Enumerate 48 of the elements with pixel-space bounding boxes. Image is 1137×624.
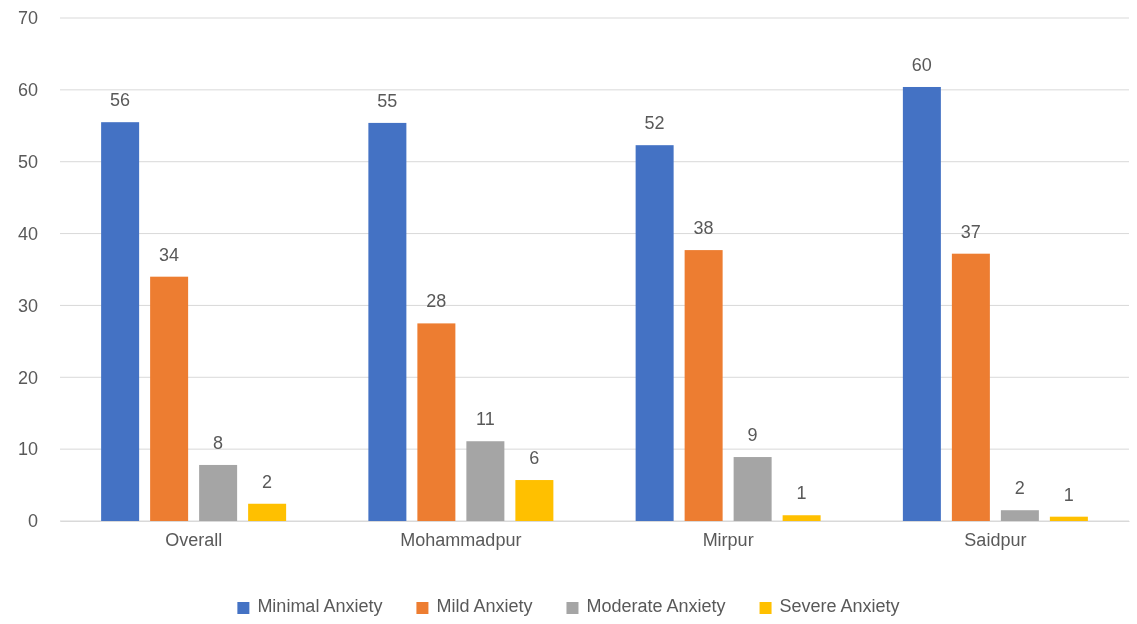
- bar: [101, 122, 140, 521]
- bar: [902, 86, 941, 521]
- data-label: 60: [911, 54, 932, 75]
- legend-label: Moderate Anxiety: [586, 596, 726, 616]
- bar: [951, 253, 990, 521]
- legend-label: Minimal Anxiety: [257, 596, 383, 616]
- bar: [782, 515, 821, 521]
- bar: [1049, 516, 1088, 521]
- data-label: 8: [213, 432, 224, 453]
- y-tick-label: 20: [17, 367, 38, 388]
- bar: [417, 323, 456, 521]
- bar: [635, 145, 674, 521]
- data-label: 2: [1014, 478, 1025, 499]
- data-label: 34: [159, 244, 180, 265]
- y-tick-label: 0: [27, 511, 38, 532]
- legend-label: Severe Anxiety: [779, 596, 900, 616]
- data-label: 28: [426, 291, 447, 312]
- data-label: 56: [110, 90, 131, 111]
- legend-label: Mild Anxiety: [436, 596, 533, 616]
- data-label: 52: [644, 113, 665, 134]
- data-label: 1: [1063, 484, 1074, 505]
- bar: [199, 464, 238, 521]
- bar: [248, 503, 287, 521]
- data-label: 38: [693, 218, 714, 239]
- bar: [150, 276, 189, 521]
- x-tick-label: Mohammadpur: [400, 529, 522, 550]
- data-label: 11: [476, 409, 495, 430]
- data-label: 2: [262, 471, 273, 492]
- y-tick-label: 50: [17, 151, 38, 172]
- x-tick-label: Mirpur: [702, 529, 754, 550]
- bar: [733, 457, 772, 521]
- y-tick-label: 30: [17, 295, 38, 316]
- y-tick-label: 70: [17, 8, 38, 29]
- bar: [466, 441, 505, 521]
- data-label: 9: [747, 425, 758, 446]
- bar: [515, 480, 554, 521]
- bar: [1000, 510, 1039, 521]
- data-label: 55: [377, 90, 398, 111]
- data-label: 37: [960, 221, 981, 242]
- data-label: 6: [529, 448, 540, 469]
- x-tick-label: Overall: [165, 529, 223, 550]
- x-tick-label: Saidpur: [964, 529, 1027, 550]
- bar: [684, 250, 723, 521]
- y-tick-label: 40: [17, 223, 38, 244]
- bar: [368, 122, 407, 521]
- data-label: 1: [796, 483, 807, 504]
- y-tick-label: 60: [17, 80, 38, 101]
- y-tick-label: 10: [17, 439, 38, 460]
